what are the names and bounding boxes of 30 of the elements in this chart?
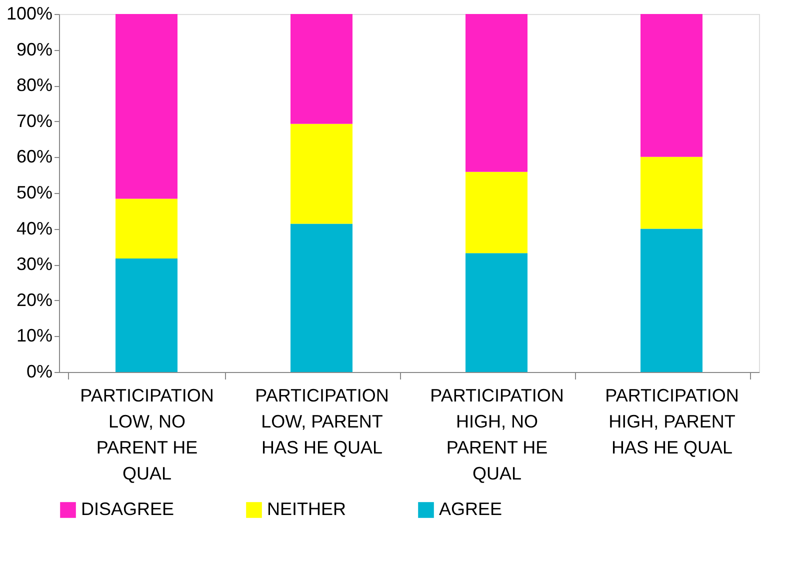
y-tick-label: 20%	[16, 290, 52, 310]
y-tick-label: 90%	[16, 39, 52, 60]
y-tick-label: 70%	[16, 110, 52, 131]
y-tick-label: 60%	[16, 146, 52, 167]
y-tick-label: 50%	[16, 182, 52, 202]
bar	[116, 258, 178, 372]
x-tick-label: PARTICIPATION LOW, PARENT HAS HE QUAL	[255, 386, 389, 458]
y-tick-label: 100%	[6, 4, 52, 24]
bar	[116, 198, 178, 259]
bar	[290, 14, 352, 124]
y-tick-label: 10%	[16, 326, 52, 346]
y-tick-label: 80%	[16, 75, 52, 96]
x-tick-label: PARTICIPATION LOW, NO PARENT HE QUAL	[80, 386, 214, 484]
y-tick-label: 30%	[16, 254, 52, 274]
bar	[640, 14, 702, 157]
bar	[466, 253, 528, 372]
bar	[290, 124, 352, 224]
bar	[640, 156, 702, 229]
bar	[290, 224, 352, 372]
legend-label: DISAGREE	[81, 499, 174, 519]
bar	[466, 14, 528, 172]
legend-label: AGREE	[439, 499, 502, 519]
x-tick-label: PARTICIPATION HIGH, NO PARENT HE QUAL	[430, 386, 564, 484]
bar	[466, 172, 528, 254]
legend-label: NEITHER	[267, 499, 346, 519]
y-tick-label: 0%	[26, 362, 52, 382]
bar	[116, 14, 178, 199]
bar	[640, 228, 702, 372]
x-tick-label: PARTICIPATION HIGH, PARENT HAS HE QUAL	[605, 386, 739, 458]
y-tick-label: 40%	[16, 218, 52, 238]
